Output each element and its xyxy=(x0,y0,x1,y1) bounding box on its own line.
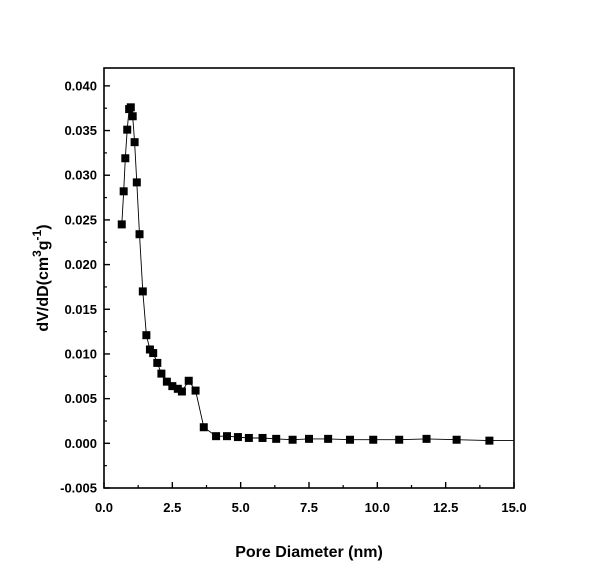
data-point xyxy=(233,433,242,442)
data-point xyxy=(142,331,151,340)
y-tick-label: 0.005 xyxy=(64,391,97,406)
data-point xyxy=(258,433,267,442)
y-axis-title-g: g xyxy=(35,240,52,250)
data-point xyxy=(244,433,253,442)
data-point xyxy=(128,112,137,121)
data-point xyxy=(305,434,313,443)
data-point xyxy=(132,178,141,187)
y-axis-title-base: dV/dD(cm xyxy=(35,257,52,332)
data-point xyxy=(135,230,144,239)
data-point xyxy=(485,436,494,445)
x-tick-label: 0.0 xyxy=(95,500,113,515)
data-point xyxy=(153,358,162,367)
data-point xyxy=(117,220,126,229)
data-point xyxy=(168,382,177,391)
x-tick-label: 2.5 xyxy=(163,500,181,515)
data-point xyxy=(191,386,200,395)
x-tick-label: 15.0 xyxy=(501,500,526,515)
x-tick-label: 12.5 xyxy=(433,500,458,515)
data-point xyxy=(157,369,166,378)
data-point xyxy=(123,125,132,134)
y-tick-label: 0.040 xyxy=(64,78,97,93)
x-axis-title: Pore Diameter (nm) xyxy=(235,544,383,561)
series-layer xyxy=(117,103,514,445)
x-axis-ticks: 0.0 2.5 5.0 7.5 10.0 12.5 15.0 xyxy=(95,482,527,515)
data-point xyxy=(395,435,404,444)
data-point xyxy=(121,154,130,163)
y-axis-title-end: ) xyxy=(35,224,52,229)
y-tick-label: 0.035 xyxy=(64,123,97,138)
y-tick-label: 0.010 xyxy=(64,346,97,361)
x-tick-label: 10.0 xyxy=(365,500,390,515)
data-point xyxy=(138,287,147,296)
data-point xyxy=(212,432,221,441)
y-tick-label: 0.020 xyxy=(64,257,97,272)
y-tick-label: 0.000 xyxy=(64,436,97,451)
data-point xyxy=(422,434,431,443)
data-point xyxy=(452,435,461,444)
y-axis-title-sup-3: 3 xyxy=(30,250,44,257)
data-point xyxy=(149,349,158,358)
data-point xyxy=(184,376,193,385)
data-point xyxy=(130,138,139,147)
data-point xyxy=(324,434,333,443)
x-tick-label: 7.5 xyxy=(300,500,318,515)
x-tick-label: 5.0 xyxy=(232,500,250,515)
y-tick-label: 0.015 xyxy=(64,302,97,317)
data-point xyxy=(126,103,135,112)
data-point xyxy=(288,435,297,444)
data-point xyxy=(199,423,208,432)
data-point xyxy=(177,387,186,396)
y-tick-label: -0.005 xyxy=(60,481,97,496)
y-tick-label: 0.030 xyxy=(64,168,97,183)
y-axis-ticks: -0.005 0.000 0.005 0.010 0.015 0.020 0.025 0.03… xyxy=(60,78,110,496)
data-point xyxy=(119,187,128,196)
data-point xyxy=(369,435,378,444)
y-tick-label: 0.025 xyxy=(64,212,97,227)
plot-frame xyxy=(103,67,515,489)
data-point xyxy=(346,435,354,444)
data-point xyxy=(162,377,171,386)
y-axis-title-sup-neg1: -1 xyxy=(30,229,44,240)
data-point xyxy=(223,432,231,441)
data-point xyxy=(173,384,182,393)
y-axis-title: dV/dD(cm3g-1) xyxy=(30,224,52,331)
data-point xyxy=(272,434,281,443)
